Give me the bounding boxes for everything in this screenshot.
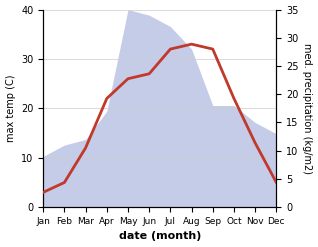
- Y-axis label: max temp (C): max temp (C): [5, 75, 16, 142]
- Y-axis label: med. precipitation (kg/m2): med. precipitation (kg/m2): [302, 43, 313, 174]
- X-axis label: date (month): date (month): [119, 231, 201, 242]
